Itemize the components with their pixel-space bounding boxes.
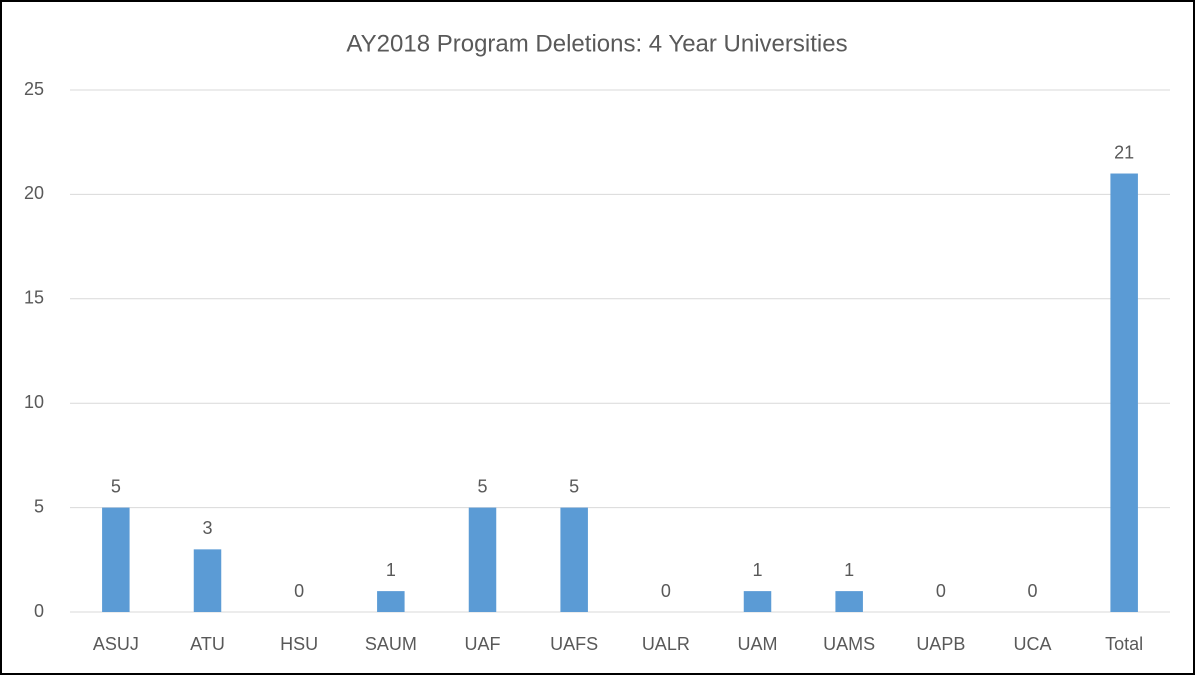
x-tick-label: UAM	[738, 634, 778, 654]
x-tick-label: UALR	[642, 634, 690, 654]
data-label: 1	[386, 560, 396, 580]
bar	[468, 507, 497, 612]
data-label: 1	[752, 560, 762, 580]
data-label: 5	[111, 476, 121, 496]
x-tick-label: UAFS	[550, 634, 598, 654]
y-tick-label: 0	[34, 601, 44, 621]
x-tick-label: UCA	[1013, 634, 1051, 654]
x-tick-label: UAF	[465, 634, 501, 654]
bar	[377, 591, 405, 612]
y-tick-label: 25	[24, 79, 44, 99]
bar	[835, 591, 863, 612]
data-label: 0	[661, 581, 671, 601]
data-label: 1	[844, 560, 854, 580]
data-label: 3	[202, 518, 212, 538]
data-label: 5	[569, 476, 579, 496]
bar	[743, 591, 772, 612]
data-label: 0	[294, 581, 304, 601]
data-label: 5	[477, 476, 487, 496]
data-label: 0	[936, 581, 946, 601]
x-tick-label: HSU	[280, 634, 318, 654]
data-label: 0	[1027, 581, 1037, 601]
x-tick-label: Total	[1105, 634, 1143, 654]
bar	[560, 507, 588, 612]
bar	[1110, 173, 1138, 612]
x-tick-label: UAPB	[916, 634, 965, 654]
y-tick-label: 10	[24, 392, 44, 412]
y-tick-label: 15	[24, 288, 44, 308]
x-tick-label: UAMS	[823, 634, 875, 654]
chart-title: AY2018 Program Deletions: 4 Year Univers…	[346, 30, 847, 57]
y-tick-label: 20	[24, 183, 44, 203]
bar	[193, 549, 222, 612]
x-tick-label: ASUJ	[93, 634, 139, 654]
x-tick-label: ATU	[190, 634, 225, 654]
x-tick-label: SAUM	[365, 634, 417, 654]
y-tick-label: 5	[34, 496, 44, 516]
bar	[102, 507, 130, 612]
data-label: 21	[1114, 142, 1134, 162]
